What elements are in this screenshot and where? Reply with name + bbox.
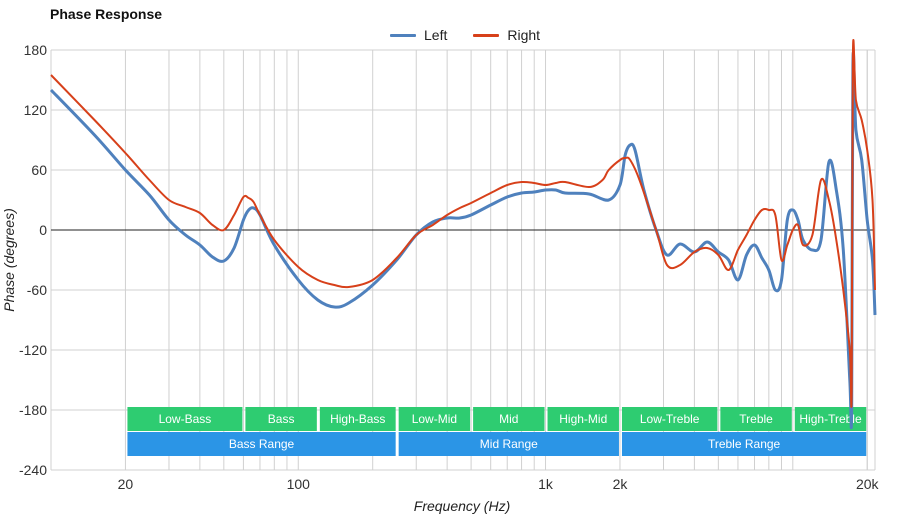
grid [50,49,876,471]
band-low-treble-label: Low-Treble [640,412,700,426]
legend-label-right: Right [507,27,541,43]
range-bands: Low-Bass Bass High-Bass Low-Mid Mid High-Mid L… [127,407,867,456]
band-low-bass [127,407,243,431]
band-treble-range-label: Treble Range [708,437,781,451]
y-tick-label: -120 [19,342,47,358]
band-mid [473,407,545,431]
series-line-right [50,39,876,408]
band-bass-range-label: Bass Range [229,437,295,451]
y-tick-label: -60 [27,282,47,298]
x-tick-label: 20 [118,476,134,492]
y-tick-label: 60 [31,162,47,178]
band-mid-range-label: Mid Range [480,437,538,451]
band-low-mid-label: Low-Mid [412,412,457,426]
x-tick-label: 100 [287,476,311,492]
y-tick-label: -180 [19,402,47,418]
band-low-bass-label: Low-Bass [159,412,212,426]
band-treble [720,407,792,431]
y-axis-title: Phase (degrees) [1,208,17,312]
band-high-treble-label: High-Treble [799,412,862,426]
band-low-mid [398,407,471,431]
x-axis-title: Frequency (Hz) [414,498,510,514]
x-tick-labels: 20 100 1k 2k 20k [118,476,880,492]
legend-swatch-left [390,33,416,37]
y-tick-label: 180 [24,42,48,58]
legend-item-right[interactable]: Right [473,27,540,43]
band-high-bass [319,407,396,431]
x-tick-label: 1k [538,476,554,492]
series-line-left [49,51,877,430]
band-treble-range [621,432,867,456]
band-bass-label: Bass [268,412,295,426]
band-bass-range [127,432,396,456]
x-tick-label: 20k [856,476,880,492]
legend-item-left[interactable]: Left [390,27,447,43]
band-low-treble [621,407,718,431]
band-treble-label: Treble [739,412,773,426]
band-high-mid [547,407,619,431]
legend-swatch-right [473,33,500,37]
band-high-mid-label: High-Mid [559,412,607,426]
chart-title: Phase Response [50,6,163,22]
y-tick-labels: 180 120 60 0 -60 -120 -180 -240 [19,42,47,478]
y-tick-label: 0 [39,222,47,238]
band-mid-range [398,432,619,456]
band-high-bass-label: High-Bass [330,412,385,426]
legend: Left Right [390,27,540,43]
x-tick-label: 2k [613,476,629,492]
band-bass [245,407,317,431]
y-tick-label: -240 [19,462,47,478]
band-mid-label: Mid [499,412,518,426]
legend-label-left: Left [424,27,448,43]
band-high-treble [794,407,867,431]
y-tick-label: 120 [24,102,48,118]
series-lines [49,39,877,430]
